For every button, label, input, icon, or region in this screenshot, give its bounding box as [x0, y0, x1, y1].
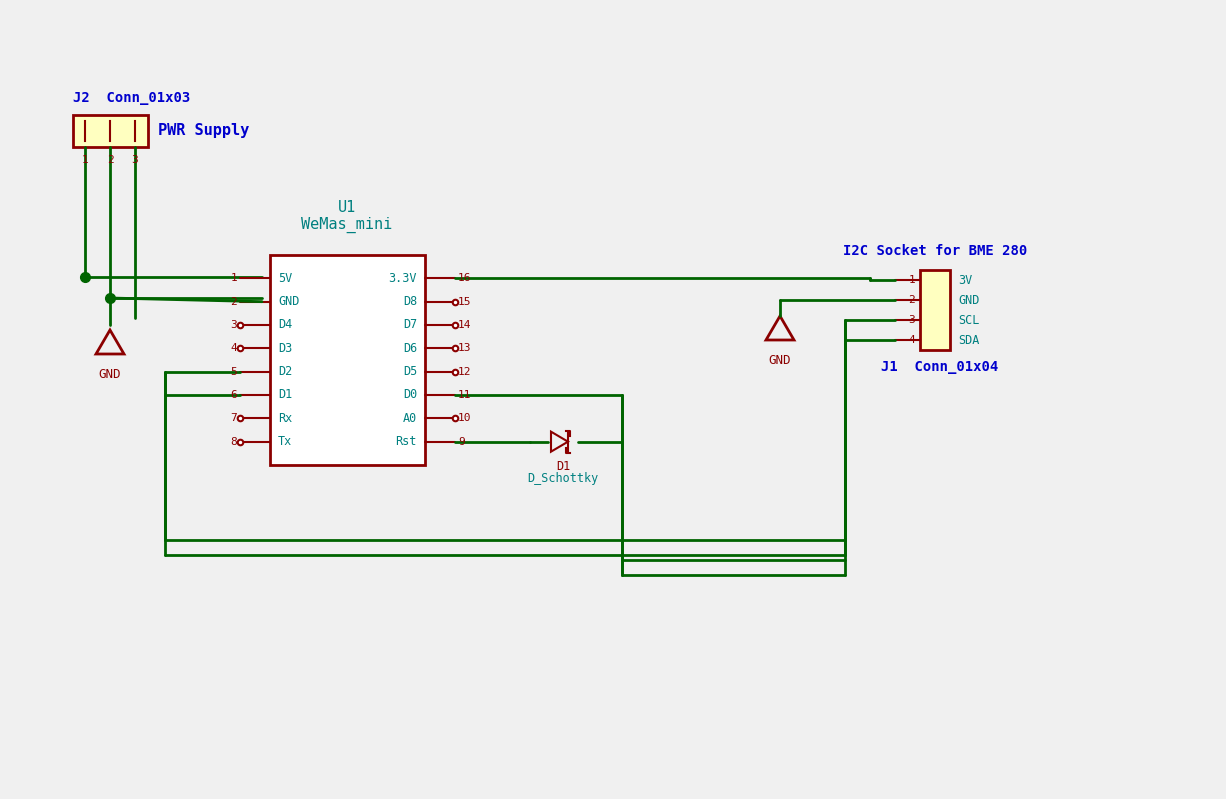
Text: D4: D4 [278, 319, 292, 332]
Text: D_Schottky: D_Schottky [527, 471, 598, 485]
Text: 7: 7 [230, 413, 237, 423]
Text: J2  Conn_01x03: J2 Conn_01x03 [74, 91, 190, 105]
Text: A0: A0 [403, 411, 417, 425]
Text: 16: 16 [459, 273, 472, 284]
Text: GND: GND [278, 295, 299, 308]
Text: D3: D3 [278, 342, 292, 355]
Text: D2: D2 [278, 365, 292, 378]
Text: D5: D5 [403, 365, 417, 378]
Text: D6: D6 [403, 342, 417, 355]
Text: 8: 8 [230, 437, 237, 447]
Text: 14: 14 [459, 320, 472, 330]
Text: GND: GND [769, 354, 791, 367]
Text: 5: 5 [230, 367, 237, 376]
Text: 2: 2 [908, 295, 915, 305]
Text: 15: 15 [459, 296, 472, 307]
Text: WeMas_mini: WeMas_mini [302, 217, 392, 233]
Text: 9: 9 [459, 437, 465, 447]
Text: GND: GND [958, 293, 980, 307]
Text: Tx: Tx [278, 435, 292, 448]
Text: SCL: SCL [958, 313, 980, 327]
Text: 1: 1 [908, 275, 915, 285]
Text: 3: 3 [908, 315, 915, 325]
Text: 2: 2 [107, 155, 113, 165]
Text: Rst: Rst [396, 435, 417, 448]
Text: I2C Socket for BME 280: I2C Socket for BME 280 [843, 244, 1027, 258]
Text: 3V: 3V [958, 273, 972, 287]
Text: 2: 2 [230, 296, 237, 307]
Text: J1  Conn_01x04: J1 Conn_01x04 [881, 360, 999, 374]
Text: 4: 4 [908, 335, 915, 345]
Text: PWR Supply: PWR Supply [158, 124, 249, 138]
Text: D8: D8 [403, 295, 417, 308]
Text: 13: 13 [459, 344, 472, 353]
Text: 3.3V: 3.3V [389, 272, 417, 284]
Text: 10: 10 [459, 413, 472, 423]
Text: 5V: 5V [278, 272, 292, 284]
Text: Rx: Rx [278, 411, 292, 425]
Text: 12: 12 [459, 367, 472, 376]
Text: 11: 11 [459, 390, 472, 400]
Bar [920, 270, 950, 350]
Text: 4: 4 [230, 344, 237, 353]
Text: D0: D0 [403, 388, 417, 402]
Text: 1: 1 [230, 273, 237, 284]
Text: 3: 3 [131, 155, 139, 165]
Text: SDA: SDA [958, 333, 980, 347]
Bar [74, 115, 148, 147]
Bar [270, 255, 425, 465]
Text: D1: D1 [278, 388, 292, 402]
Polygon shape [766, 316, 794, 340]
Text: 3: 3 [230, 320, 237, 330]
Polygon shape [550, 431, 568, 451]
Text: D7: D7 [403, 319, 417, 332]
Text: 6: 6 [230, 390, 237, 400]
Text: 1: 1 [82, 155, 88, 165]
Text: GND: GND [99, 368, 121, 381]
Text: U1: U1 [338, 200, 356, 215]
Polygon shape [96, 330, 124, 354]
Text: D1: D1 [555, 459, 570, 473]
